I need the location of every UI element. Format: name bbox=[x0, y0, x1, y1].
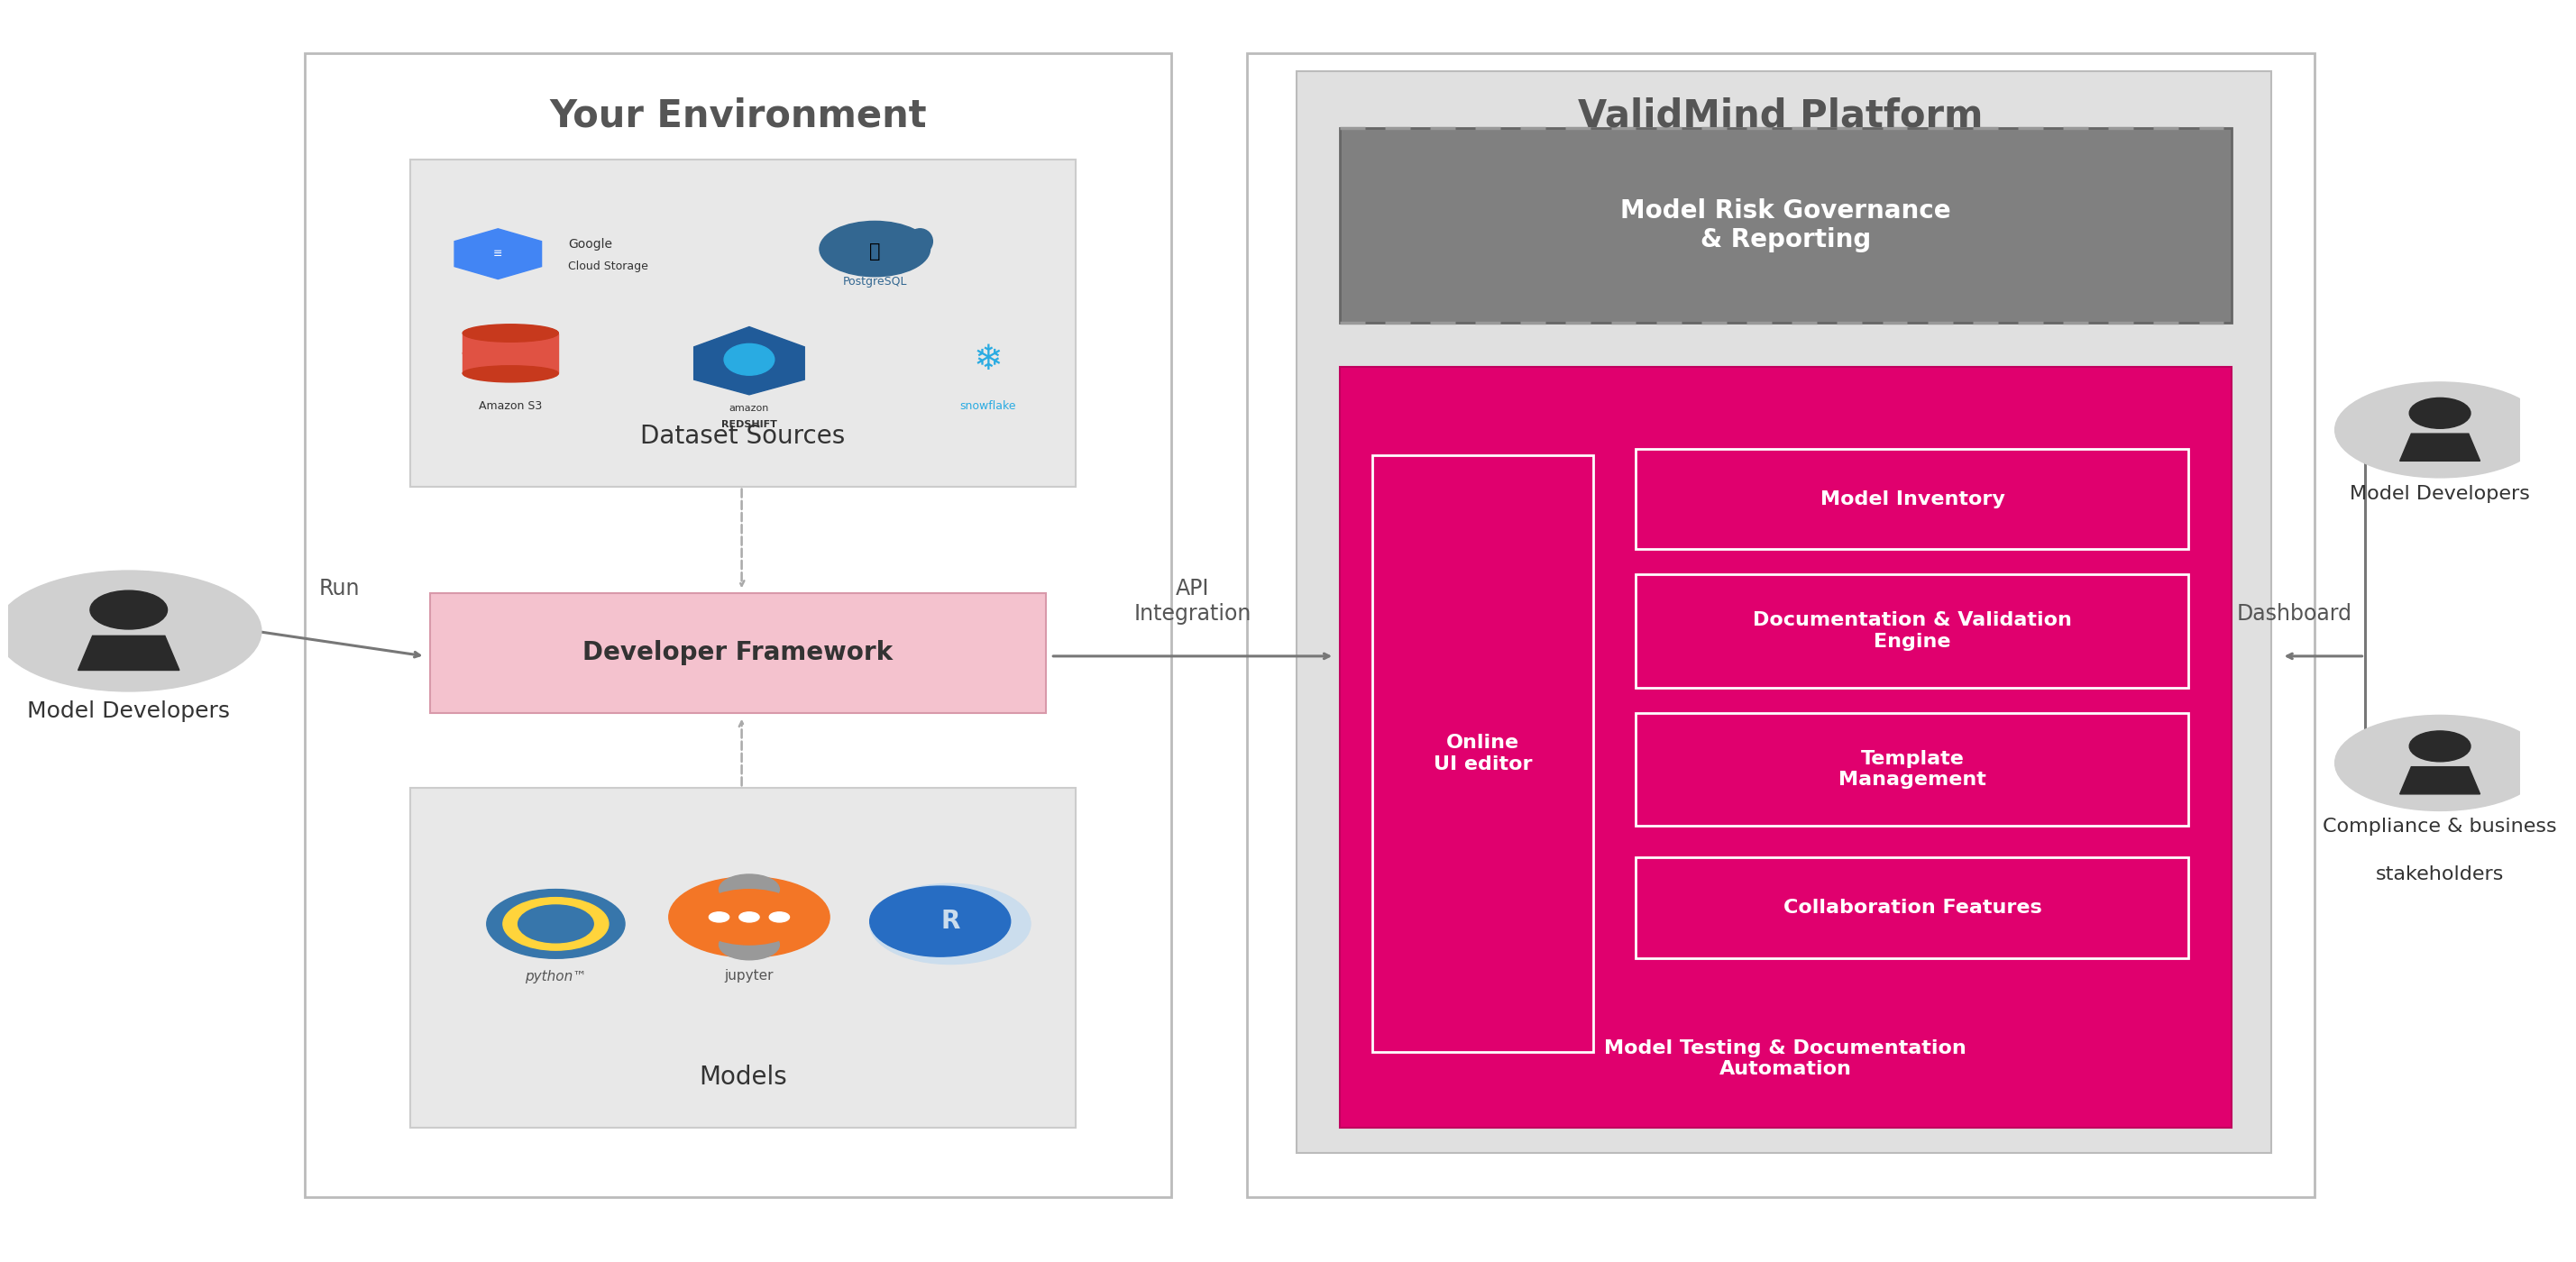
Text: ValidMind Platform: ValidMind Platform bbox=[1579, 97, 1984, 135]
Text: Template
Management: Template Management bbox=[1839, 750, 1986, 789]
Circle shape bbox=[90, 591, 167, 630]
Text: amazon: amazon bbox=[729, 404, 770, 413]
Text: Dashboard: Dashboard bbox=[2236, 603, 2352, 625]
Bar bbox=[1340, 367, 2231, 1127]
Ellipse shape bbox=[907, 228, 933, 254]
Circle shape bbox=[819, 221, 930, 276]
Text: Dataset Sources: Dataset Sources bbox=[641, 424, 845, 449]
Text: Model Risk Governance
& Reporting: Model Risk Governance & Reporting bbox=[1620, 198, 1950, 252]
Circle shape bbox=[670, 877, 829, 958]
Circle shape bbox=[2409, 398, 2470, 428]
Polygon shape bbox=[77, 636, 180, 670]
Bar bbox=[1636, 574, 2190, 688]
Circle shape bbox=[693, 890, 804, 945]
Bar bbox=[1296, 72, 2272, 1152]
Polygon shape bbox=[2401, 434, 2481, 461]
Bar bbox=[410, 789, 1077, 1127]
Text: Model Inventory: Model Inventory bbox=[1821, 490, 2004, 509]
Ellipse shape bbox=[518, 905, 592, 943]
Bar bbox=[1373, 456, 1595, 1053]
Ellipse shape bbox=[464, 365, 559, 382]
Circle shape bbox=[719, 930, 781, 960]
Text: Google: Google bbox=[569, 237, 613, 250]
Text: Collaboration Features: Collaboration Features bbox=[1783, 899, 2043, 916]
Text: ❄: ❄ bbox=[974, 342, 1002, 376]
Bar bbox=[464, 333, 559, 374]
Text: python™: python™ bbox=[526, 970, 587, 983]
Circle shape bbox=[770, 912, 788, 923]
Circle shape bbox=[739, 912, 760, 923]
Text: Documentation & Validation
Engine: Documentation & Validation Engine bbox=[1752, 612, 2071, 650]
Text: Model Developers: Model Developers bbox=[28, 700, 229, 722]
Circle shape bbox=[2409, 731, 2470, 761]
Polygon shape bbox=[2401, 767, 2481, 794]
Ellipse shape bbox=[2334, 382, 2545, 477]
Bar bbox=[1340, 129, 2231, 323]
Ellipse shape bbox=[502, 897, 608, 950]
Ellipse shape bbox=[464, 324, 559, 342]
Text: 🐘: 🐘 bbox=[868, 242, 881, 260]
Text: Online
UI editor: Online UI editor bbox=[1432, 734, 1533, 774]
Text: API
Integration: API Integration bbox=[1133, 578, 1252, 625]
Ellipse shape bbox=[2334, 716, 2545, 810]
Text: ≡: ≡ bbox=[492, 249, 502, 260]
Circle shape bbox=[871, 883, 1030, 964]
Bar bbox=[1247, 53, 2313, 1196]
Circle shape bbox=[871, 886, 1010, 957]
Text: Model Testing & Documentation
Automation: Model Testing & Documentation Automation bbox=[1605, 1039, 1965, 1078]
Bar bbox=[1636, 857, 2190, 958]
Text: Models: Models bbox=[698, 1065, 788, 1090]
Circle shape bbox=[708, 912, 729, 923]
Text: Developer Framework: Developer Framework bbox=[582, 640, 894, 665]
Bar bbox=[430, 593, 1046, 713]
Bar bbox=[304, 53, 1172, 1196]
Text: REDSHIFT: REDSHIFT bbox=[721, 420, 778, 429]
Bar bbox=[1636, 449, 2190, 549]
Ellipse shape bbox=[724, 343, 775, 375]
Text: Your Environment: Your Environment bbox=[549, 97, 927, 135]
Text: R: R bbox=[940, 909, 961, 934]
Bar bbox=[410, 159, 1077, 486]
Text: Model Developers: Model Developers bbox=[2349, 485, 2530, 502]
Text: stakeholders: stakeholders bbox=[2375, 866, 2504, 883]
Ellipse shape bbox=[464, 345, 559, 362]
Ellipse shape bbox=[464, 326, 559, 341]
Text: PostgreSQL: PostgreSQL bbox=[842, 275, 907, 288]
Circle shape bbox=[719, 875, 781, 905]
Ellipse shape bbox=[487, 890, 626, 958]
Ellipse shape bbox=[464, 366, 559, 381]
Text: Cloud Storage: Cloud Storage bbox=[569, 261, 649, 273]
Text: Run: Run bbox=[319, 578, 361, 599]
Text: Amazon S3: Amazon S3 bbox=[479, 400, 541, 411]
Ellipse shape bbox=[0, 570, 260, 692]
Polygon shape bbox=[693, 327, 804, 395]
Text: snowflake: snowflake bbox=[961, 400, 1015, 411]
Bar bbox=[1636, 713, 2190, 825]
Text: Compliance & business: Compliance & business bbox=[2324, 818, 2558, 835]
Text: jupyter: jupyter bbox=[724, 969, 773, 983]
